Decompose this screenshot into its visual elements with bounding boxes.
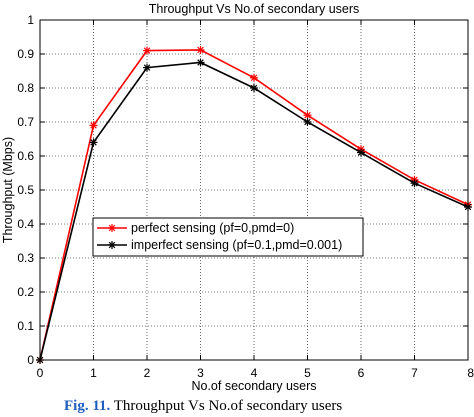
x-tick-label: 1 [90, 366, 97, 380]
data-point-imperfect [196, 58, 205, 67]
x-tick-label: 6 [358, 366, 365, 380]
data-point-imperfect [250, 84, 258, 92]
chart-title: Throughput Vs No.of secondary users [149, 2, 360, 16]
y-tick-label: 0.4 [17, 217, 34, 231]
y-tick-label: 0.5 [17, 183, 34, 197]
x-axis-label: No.of secondary users [191, 379, 316, 393]
x-tick-label: 8 [467, 366, 474, 380]
data-point-perfect [89, 121, 98, 130]
y-tick-label: 0.8 [17, 81, 34, 95]
y-tick-label: 0.3 [17, 251, 34, 265]
data-point-imperfect [303, 118, 312, 126]
y-tick-label: 0.2 [17, 285, 34, 299]
data-point-imperfect [357, 148, 365, 157]
data-point-imperfect [410, 179, 419, 188]
data-point-perfect [303, 111, 312, 120]
data-point-perfect [143, 46, 151, 55]
legend-label-perfect: perfect sensing (pf=0,pmd=0) [131, 221, 294, 235]
series-line-perfect [39, 49, 469, 361]
data-series [36, 45, 472, 364]
y-tick-label: 0.6 [17, 149, 34, 163]
x-axis-ticks: 0 1 2 3 4 5 6 7 8 [37, 20, 474, 380]
legend-marker-perfect [108, 224, 116, 232]
x-tick-label: 7 [411, 366, 418, 380]
y-tick-label: 0 [27, 353, 34, 367]
data-point-perfect [250, 73, 258, 82]
x-tick-label: 3 [197, 366, 204, 380]
y-tick-label: 1 [27, 13, 34, 27]
y-tick-label: 0.1 [17, 319, 34, 333]
x-tick-label: 5 [304, 366, 311, 380]
plot-frame [39, 19, 469, 361]
y-tick-label: 0.7 [17, 115, 34, 129]
legend-label-imperfect: imperfect sensing (pf=0.1,pmd=0.001) [131, 238, 342, 252]
legend-box [92, 217, 364, 257]
x-tick-label: 4 [251, 366, 258, 380]
figure-label: Fig. 11. [64, 398, 111, 414]
y-axis-ticks: 0 0.1 0.2 0.3 0.4 0.5 0.6 0.7 0.8 0.9 1 [17, 13, 468, 367]
x-tick-label: 2 [144, 366, 151, 380]
figure-caption-text: Throughput Vs No.of secondary users [110, 398, 343, 414]
data-point-imperfect [143, 63, 151, 72]
y-tick-label: 0.9 [17, 47, 34, 61]
grid-lines [40, 20, 468, 360]
x-tick-label: 0 [37, 366, 44, 380]
figure-caption: Fig. 11. Throughput Vs No.of secondary u… [64, 398, 342, 415]
data-point-imperfect [89, 138, 98, 147]
data-point-perfect [196, 45, 205, 54]
y-axis-label: Throughput (Mbps) [1, 137, 15, 243]
legend-marker-imperfect [108, 241, 116, 249]
legend: perfect sensing (pf=0,pmd=0) imperfect s… [92, 217, 364, 257]
